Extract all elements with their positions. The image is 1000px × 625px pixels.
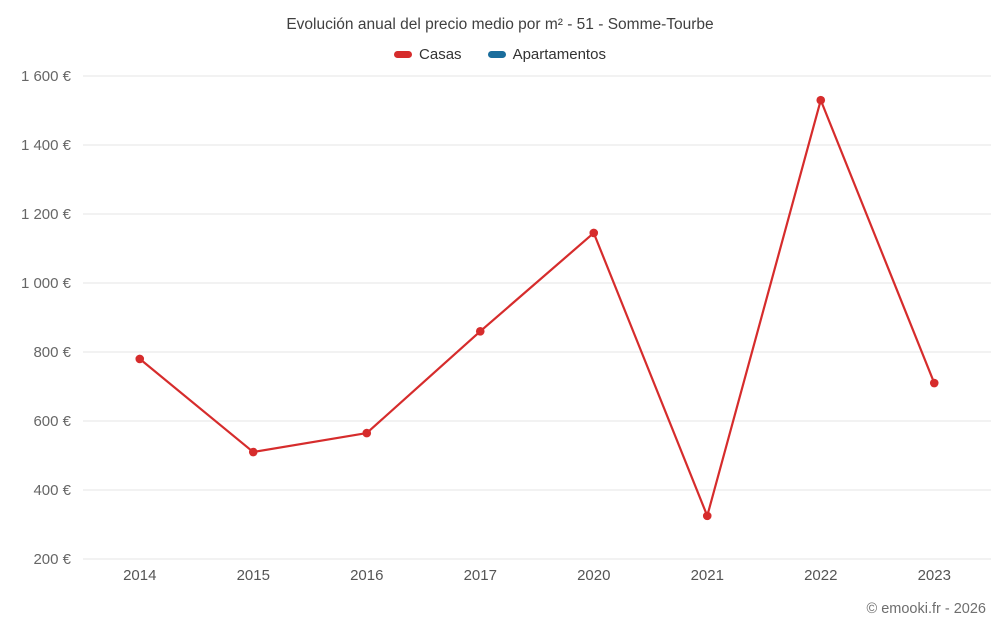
data-point-casas[interactable]: [475, 327, 485, 336]
y-axis-tick-label: 800 €: [33, 344, 71, 361]
data-point-casas[interactable]: [929, 378, 939, 388]
x-axis-tick-label: 2020: [577, 567, 610, 584]
x-axis-tick-label: 2021: [691, 567, 724, 584]
casas-series-marker-icon: [394, 51, 413, 58]
x-axis-tick-label: 2015: [237, 567, 270, 584]
y-axis-tick-label: 200 €: [33, 551, 71, 568]
x-axis-tick-label: 2014: [123, 567, 156, 584]
y-axis-tick-label: 600 €: [33, 413, 71, 430]
legend-item-casas[interactable]: Casas: [394, 46, 462, 63]
y-axis-tick-label: 400 €: [33, 482, 71, 499]
footer-credit: © emooki.fr - 2026: [866, 601, 986, 617]
x-axis-tick-label: 2023: [918, 567, 951, 584]
x-axis-tick-label: 2022: [804, 567, 837, 584]
data-point-casas[interactable]: [248, 447, 258, 457]
apartamentos-series-marker-icon: [487, 51, 506, 58]
data-point-casas[interactable]: [135, 354, 145, 364]
legend-item-apartamentos[interactable]: Apartamentos: [487, 46, 606, 63]
y-axis-tick-label: 1 600 €: [21, 68, 72, 85]
chart-title: Evolución anual del precio medio por m² …: [286, 16, 714, 33]
legend: Casas Apartamentos: [0, 46, 1000, 63]
series-line-casas: [138, 99, 936, 517]
data-point-casas[interactable]: [816, 95, 826, 105]
legend-label-casas: Casas: [419, 46, 462, 63]
x-axis-tick-label: 2017: [464, 567, 497, 584]
data-point-casas[interactable]: [589, 228, 599, 238]
y-axis-tick-label: 1 000 €: [21, 275, 72, 292]
data-point-casas[interactable]: [702, 511, 712, 521]
legend-label-apartamentos: Apartamentos: [512, 46, 606, 63]
data-point-casas[interactable]: [362, 428, 372, 438]
y-axis-tick-label: 1 400 €: [21, 137, 72, 154]
y-axis-tick-label: 1 200 €: [21, 206, 72, 223]
x-axis-tick-label: 2016: [350, 567, 383, 584]
